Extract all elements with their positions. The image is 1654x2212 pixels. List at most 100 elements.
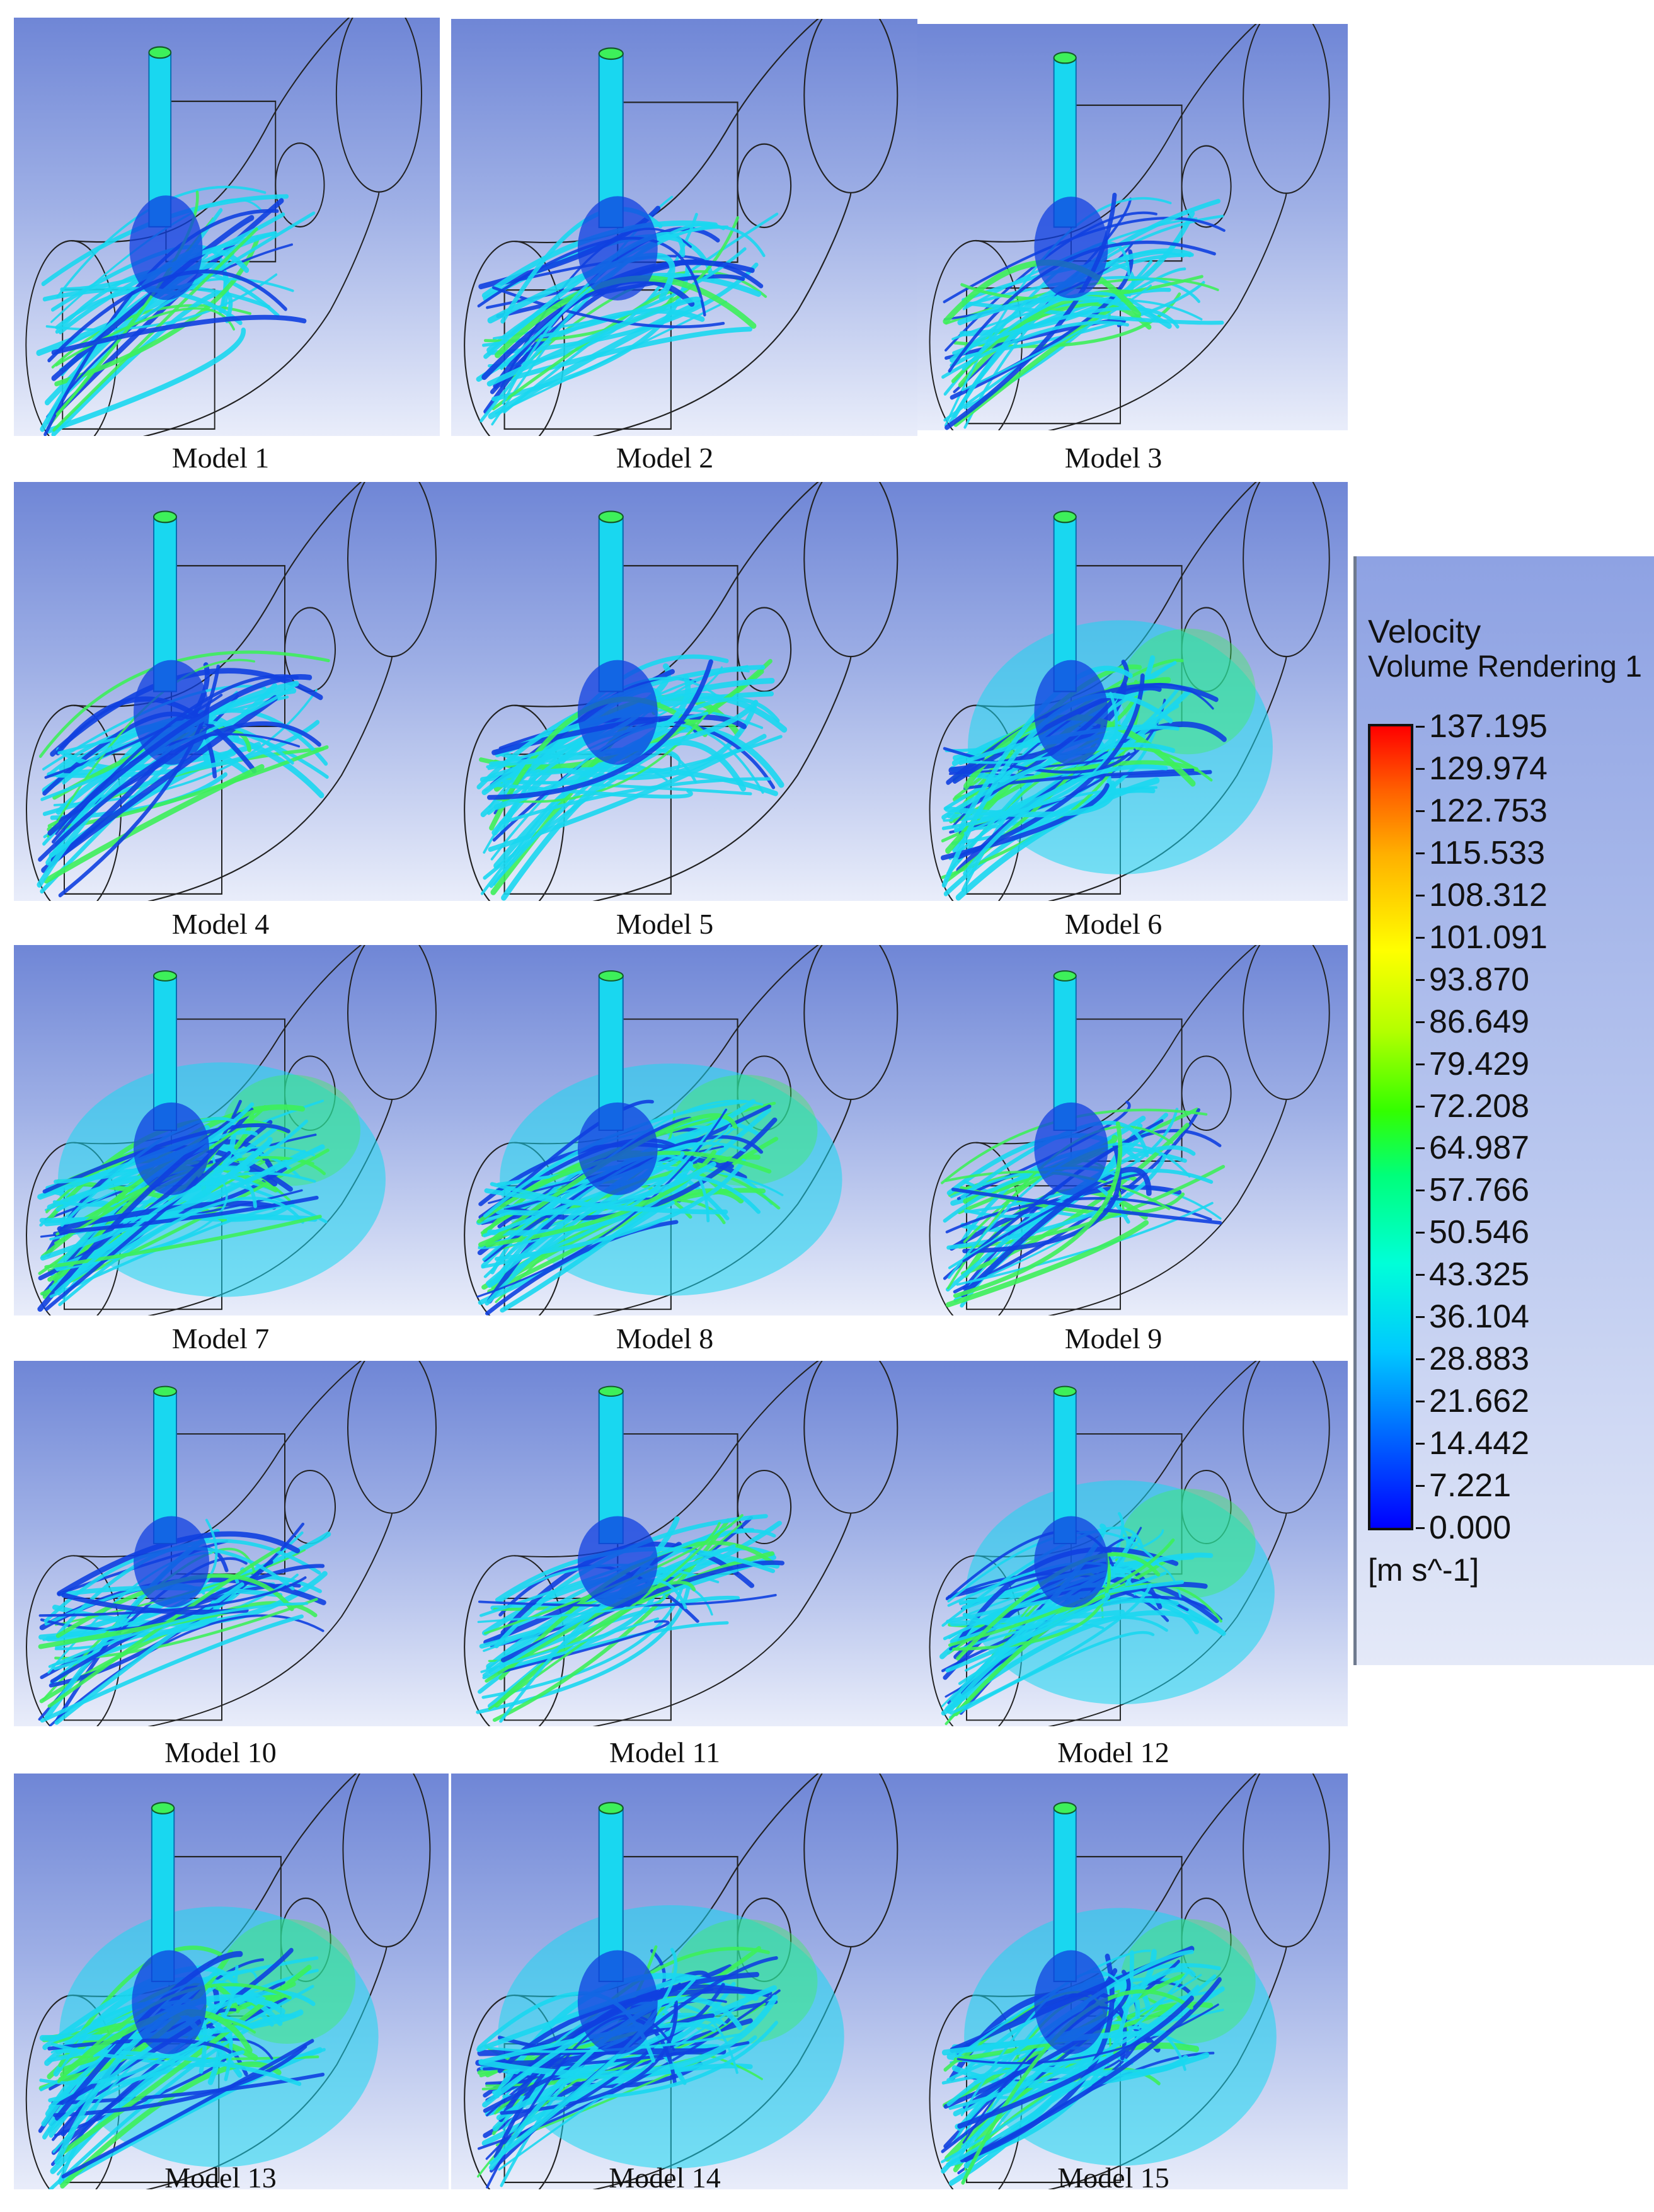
streamline [502, 2020, 778, 2100]
model-1-panel [14, 18, 440, 436]
legend-tick-label: 7.221 [1429, 1467, 1512, 1504]
streamline [500, 2000, 678, 2115]
streamline [477, 1595, 666, 1624]
streamline [40, 683, 297, 801]
legend-tick-label: 50.546 [1429, 1214, 1530, 1251]
flow-render [929, 1774, 1330, 2189]
legend-tick-label: 43.325 [1429, 1256, 1530, 1293]
legend-tick-label: 93.870 [1429, 961, 1530, 998]
model-10-caption: Model 10 [164, 1736, 277, 1768]
streamline [486, 659, 713, 800]
legend-tick-mark [1416, 852, 1425, 854]
legend-tick-label: 122.753 [1429, 792, 1548, 829]
streamline [943, 217, 1226, 304]
legend-color-bar [1368, 724, 1413, 1530]
flow-render [26, 482, 437, 901]
streamline [61, 2039, 314, 2179]
streamline [480, 1617, 660, 1673]
streamline [54, 1176, 257, 1295]
model-8-panel [451, 945, 917, 1315]
legend-tick-mark [1416, 978, 1425, 981]
streamline [961, 284, 1152, 392]
flow-render [929, 482, 1330, 901]
rotor-hub [129, 195, 203, 301]
streamline [502, 1166, 784, 1196]
streamline [52, 227, 258, 432]
legend-tick-mark [1416, 1401, 1425, 1403]
streamline [945, 1593, 1110, 1673]
streamline [943, 747, 1130, 774]
model-14-caption: Model 14 [609, 2162, 721, 2194]
rotor-hub [577, 196, 658, 301]
streamline [489, 699, 759, 767]
inlet-pipe-cap [153, 970, 177, 982]
model-2-panel [451, 19, 917, 436]
velocity-legend: Velocity Volume Rendering 1 137.195 129.9… [1353, 556, 1654, 1665]
streamline [478, 1994, 778, 2077]
model-12-caption: Model 12 [1057, 1736, 1169, 1768]
inlet-pipe-cap [1053, 510, 1077, 524]
inlet-pipe-cap [598, 1385, 624, 1397]
flow-render [929, 945, 1330, 1315]
streamline [48, 1602, 309, 1668]
model-11-panel [451, 1361, 917, 1726]
streamline [945, 1220, 1149, 1308]
streamline [500, 225, 766, 370]
streamline [59, 1964, 312, 2156]
streamline [952, 1554, 1111, 1651]
streamline [953, 1121, 1123, 1298]
streamline [40, 1522, 305, 1631]
rotor-hub [132, 1950, 207, 2054]
inlet-pipe-cap [598, 1802, 624, 1814]
flow-render [929, 24, 1330, 430]
legend-subtitle: Volume Rendering 1 [1368, 650, 1642, 684]
streamline [952, 306, 1180, 355]
model-7-caption: Model 7 [171, 1322, 270, 1355]
streamline [38, 1576, 307, 1617]
model-14-panel [451, 1774, 917, 2189]
inlet-pipe-cap [148, 46, 172, 59]
model-8-caption: Model 8 [616, 1322, 714, 1355]
model-3-caption: Model 3 [1064, 442, 1163, 474]
inlet-pipe-cap [1053, 1385, 1077, 1397]
inlet-pipe-cap [153, 1385, 177, 1397]
flow-render [26, 1361, 437, 1726]
streamline [488, 1521, 721, 1711]
model-10-panel [14, 1361, 455, 1726]
streamline [945, 1145, 1196, 1292]
streamline [946, 1950, 1134, 2167]
streamline [38, 721, 321, 862]
model-6-caption: Model 6 [1064, 908, 1163, 940]
streamline [951, 1188, 1222, 1225]
legend-tick-mark [1416, 1189, 1425, 1192]
model-15-panel [917, 1774, 1348, 2189]
streamline [500, 1108, 771, 1313]
model-7-panel [14, 945, 455, 1315]
streamline [502, 735, 783, 785]
streamline [945, 192, 1117, 430]
model-1-caption: Model 1 [171, 442, 270, 474]
legend-tick-mark [1416, 1527, 1425, 1529]
rotor-hub [134, 660, 209, 765]
streamline [962, 301, 1224, 325]
legend-tick-mark [1416, 1485, 1425, 1487]
legend-tick-mark [1416, 810, 1425, 812]
legend-tick-label: 101.091 [1429, 919, 1548, 956]
streamline [482, 247, 747, 347]
rotor-hub [1034, 660, 1108, 765]
streamline [962, 275, 1200, 308]
inlet-pipe-cap [1053, 970, 1077, 982]
model-11-caption: Model 11 [609, 1736, 720, 1768]
streamline [43, 764, 265, 884]
legend-tick-label: 57.766 [1429, 1172, 1530, 1209]
rotor-hub [577, 1102, 658, 1195]
streamline [963, 764, 1168, 876]
inlet-pipe-cap [1053, 52, 1077, 64]
inlet-pipe-cap [598, 510, 624, 524]
streamline [52, 1969, 258, 2153]
legend-tick-label: 36.104 [1429, 1298, 1530, 1336]
streamline [950, 1583, 1152, 1715]
streamline [44, 1215, 322, 1269]
model-9-panel [917, 945, 1348, 1315]
streamline [495, 1158, 746, 1261]
